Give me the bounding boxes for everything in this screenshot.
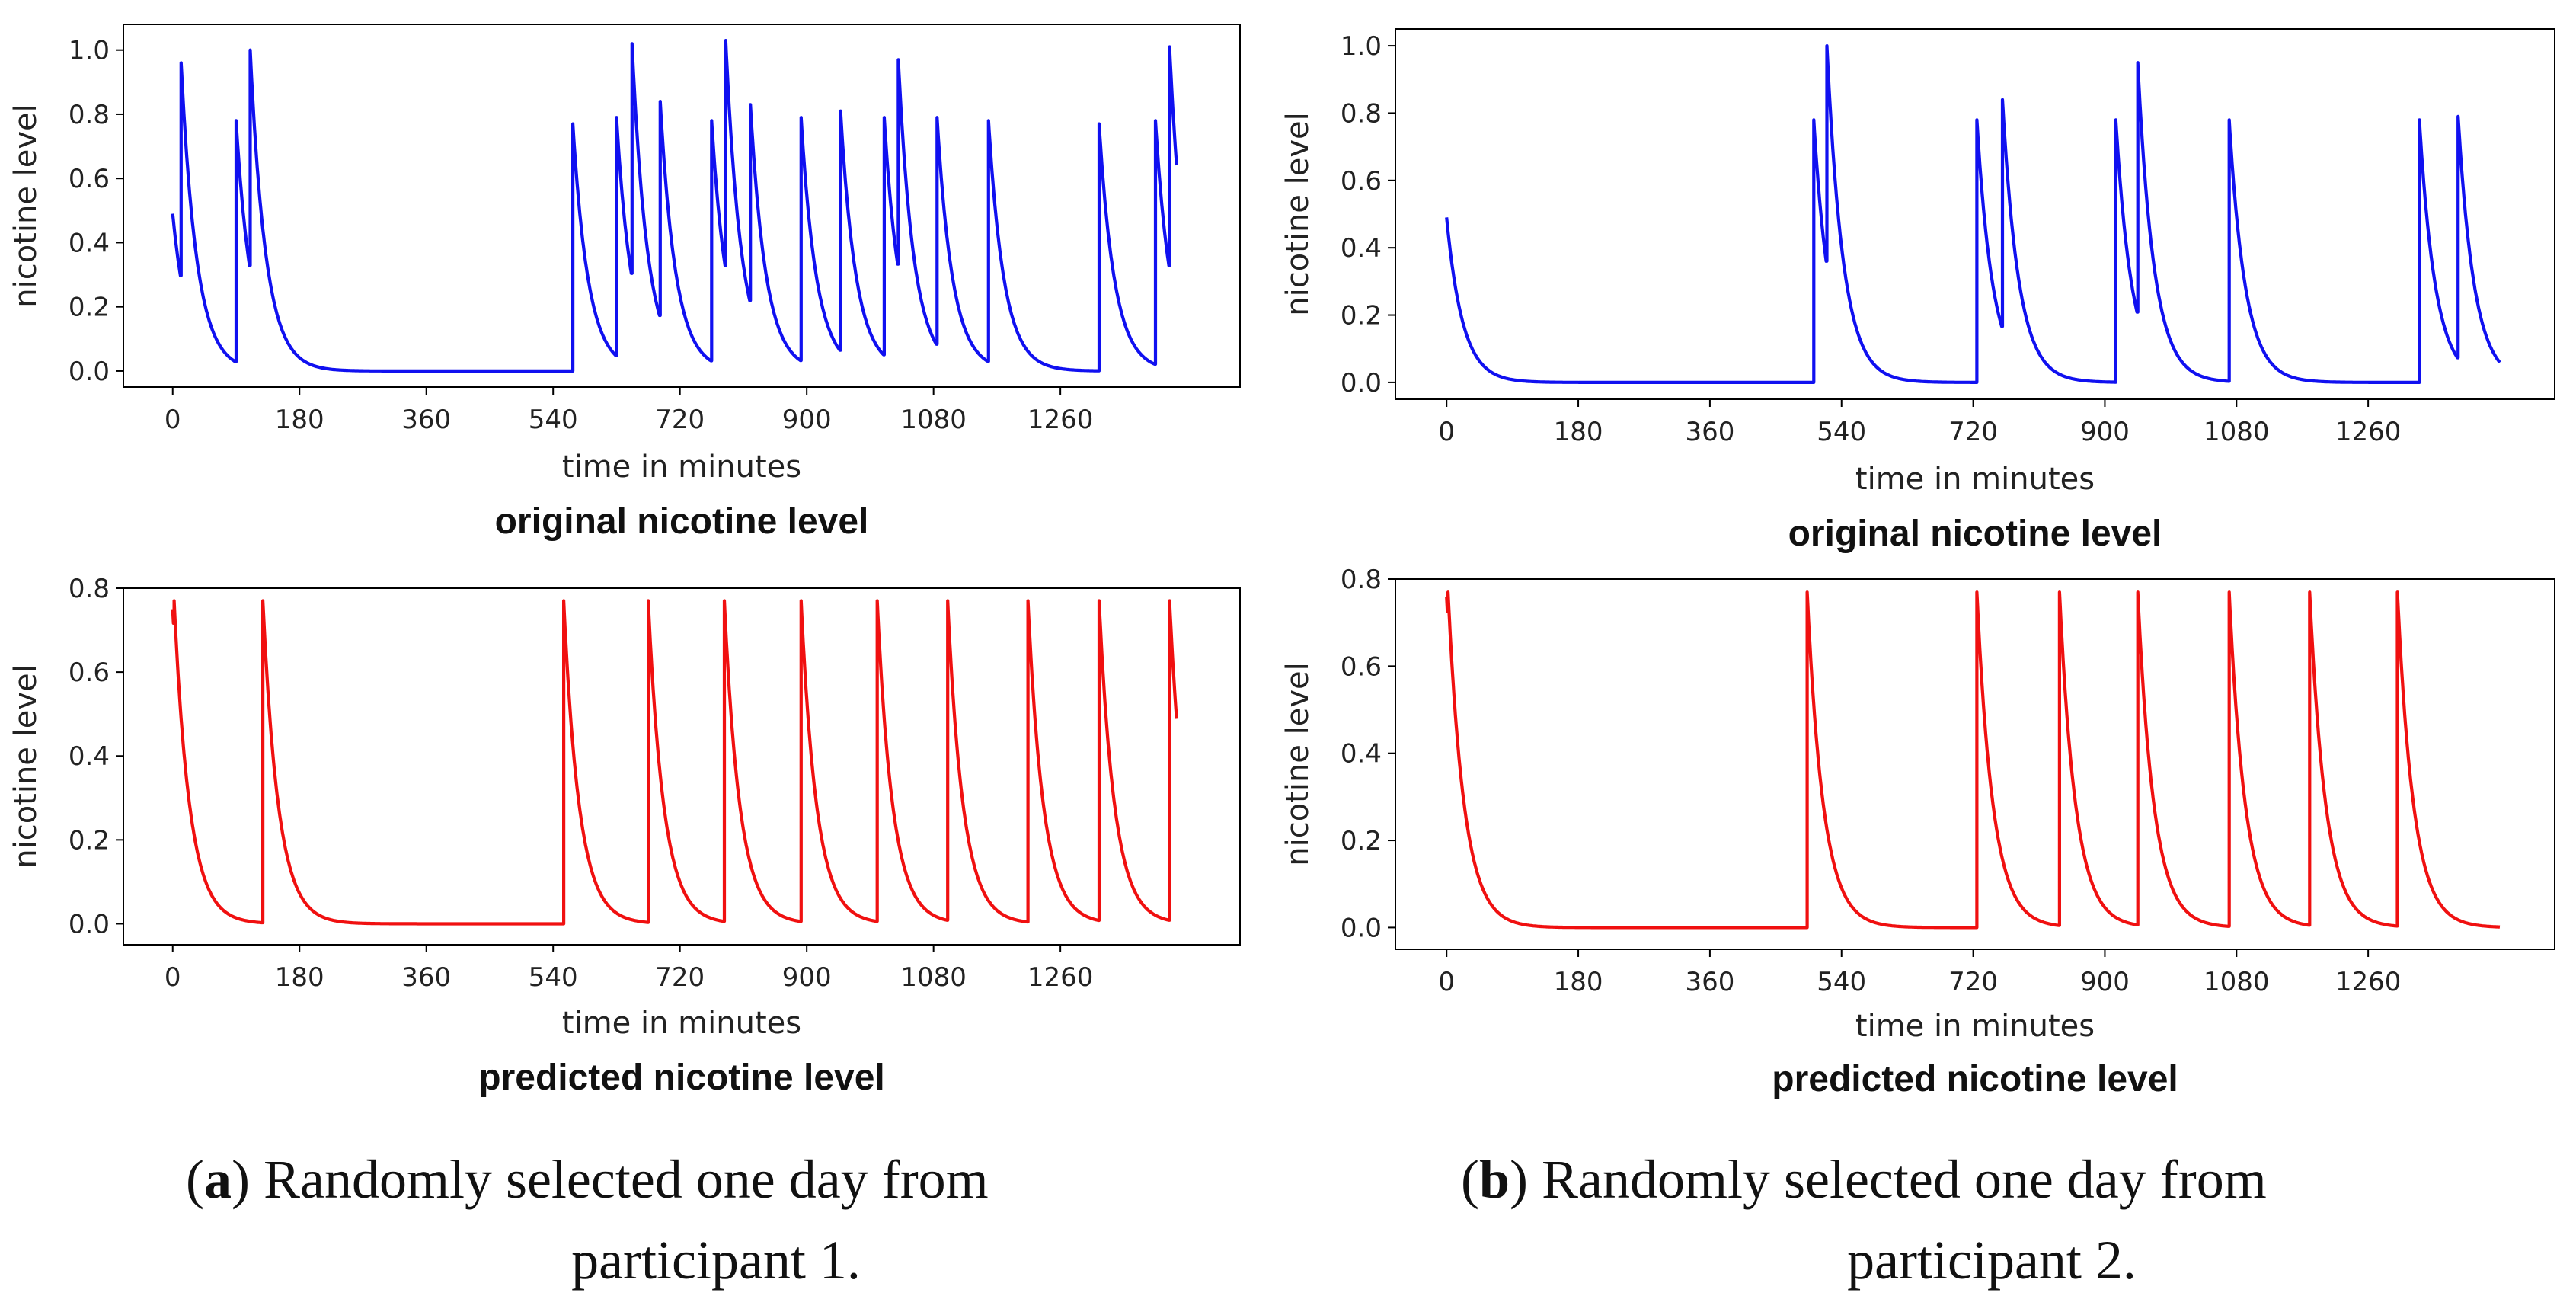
x-tick-label: 720 — [655, 962, 705, 993]
caption-b: (b) Randomly selected one day from — [1461, 1149, 2267, 1210]
x-tick-label: 900 — [2080, 417, 2130, 447]
x-tick-label: 0 — [165, 962, 181, 993]
plot-frame — [123, 24, 1241, 388]
x-tick-label: 540 — [1817, 417, 1866, 447]
y-tick-label: 0.0 — [69, 357, 110, 387]
caption-a-text: ) Randomly selected one day from — [232, 1149, 989, 1210]
series-line — [171, 599, 1178, 926]
x-tick-label: 180 — [1554, 967, 1603, 997]
y-tick-label: 0.6 — [1341, 166, 1382, 197]
x-tick-label: 1080 — [900, 405, 967, 435]
y-axis-label: nicotine level — [1280, 662, 1315, 866]
x-tick-label: 720 — [1948, 417, 1998, 447]
y-tick-label: 0.2 — [69, 293, 110, 323]
y-tick-label: 0.8 — [1341, 565, 1382, 595]
x-axis-label: time in minutes — [562, 450, 801, 485]
y-tick-label: 0.8 — [69, 574, 110, 604]
chart-subtitle: original nicotine level — [495, 501, 869, 542]
plot-frame — [1395, 28, 2555, 400]
y-tick-label: 0.6 — [69, 658, 110, 688]
y-tick-label: 1.0 — [1341, 31, 1382, 62]
x-tick-label: 540 — [529, 962, 578, 993]
x-tick-label: 720 — [1948, 967, 1998, 997]
x-tick-label: 1260 — [2335, 967, 2402, 997]
y-tick-label: 0.2 — [1341, 301, 1382, 331]
x-tick-label: 540 — [529, 405, 578, 435]
y-tick-label: 0.2 — [1341, 826, 1382, 856]
series-line — [1445, 590, 2501, 930]
chart-subtitle: predicted nicotine level — [478, 1058, 884, 1098]
y-tick-label: 0.4 — [69, 741, 110, 772]
x-tick-label: 900 — [782, 405, 832, 435]
x-tick-label: 1260 — [2335, 417, 2402, 447]
plot-frame — [1395, 578, 2555, 950]
x-axis-label: time in minutes — [1855, 462, 2095, 497]
x-tick-label: 1260 — [1028, 962, 1094, 993]
x-tick-label: 360 — [1685, 417, 1734, 447]
x-tick-label: 180 — [275, 962, 324, 993]
x-tick-label: 1080 — [2204, 967, 2270, 997]
y-tick-label: 0.0 — [69, 909, 110, 939]
plot-frame — [123, 587, 1241, 946]
y-axis-label: nicotine level — [1280, 112, 1315, 316]
y-tick-label: 0.8 — [1341, 98, 1382, 129]
x-tick-label: 1080 — [900, 962, 967, 993]
chart-subtitle: predicted nicotine level — [1772, 1059, 2178, 1099]
y-tick-label: 0.4 — [69, 228, 110, 258]
chart-a-predicted: 0.0 0.2 0.4 0.6 0.8 0 180 360 540 720 900 1080 1260 t… — [8, 574, 1241, 1098]
x-tick-label: 0 — [1438, 417, 1455, 447]
x-tick-label: 360 — [401, 962, 451, 993]
y-tick-label: 0.8 — [69, 100, 110, 130]
y-axis-label: nicotine level — [8, 664, 43, 869]
caption-a-line2: participant 1. — [571, 1230, 861, 1291]
y-tick-label: 0.4 — [1341, 233, 1382, 264]
caption-a: (a) Randomly selected one day from — [186, 1149, 989, 1210]
chart-b-predicted: 0.0 0.2 0.4 0.6 0.8 0 180 360 540 720 900 1080 1260 t… — [1280, 565, 2555, 1099]
chart-b-original: 0.0 0.2 0.4 0.6 0.8 1.0 0 180 360 540 720 900 1080 12… — [1280, 28, 2555, 554]
chart-subtitle: original nicotine level — [1788, 514, 2162, 554]
caption-b-letter: b — [1479, 1149, 1510, 1210]
x-tick-label: 360 — [401, 405, 451, 435]
x-tick-label: 900 — [2080, 967, 2130, 997]
y-tick-label: 0.0 — [1341, 913, 1382, 943]
x-tick-label: 720 — [655, 405, 705, 435]
x-tick-label: 900 — [782, 962, 832, 993]
x-tick-label: 540 — [1817, 967, 1866, 997]
y-tick-label: 0.0 — [1341, 368, 1382, 398]
y-tick-label: 0.2 — [69, 825, 110, 856]
x-tick-label: 0 — [1438, 967, 1455, 997]
series-line — [1445, 44, 2501, 384]
x-tick-label: 1260 — [1028, 405, 1094, 435]
chart-a-original: 0.0 0.2 0.4 0.6 0.8 1.0 0 180 360 540 720 900 1080 12… — [8, 24, 1241, 542]
y-tick-label: 0.4 — [1341, 739, 1382, 770]
x-tick-label: 1080 — [2204, 417, 2270, 447]
x-tick-label: 360 — [1685, 967, 1734, 997]
y-tick-label: 1.0 — [69, 36, 110, 66]
y-axis-label: nicotine level — [8, 104, 43, 308]
x-axis-label: time in minutes — [562, 1006, 801, 1041]
caption-a-letter: a — [204, 1149, 232, 1210]
x-axis-label: time in minutes — [1855, 1009, 2095, 1044]
series-line — [171, 39, 1178, 373]
x-tick-label: 0 — [165, 405, 181, 435]
caption-b-text: ) Randomly selected one day from — [1510, 1149, 2267, 1210]
x-tick-label: 180 — [1554, 417, 1603, 447]
caption-b-line2: participant 2. — [1847, 1230, 2137, 1291]
y-tick-label: 0.6 — [1341, 651, 1382, 682]
y-tick-label: 0.6 — [69, 164, 110, 194]
x-tick-label: 180 — [275, 405, 324, 435]
